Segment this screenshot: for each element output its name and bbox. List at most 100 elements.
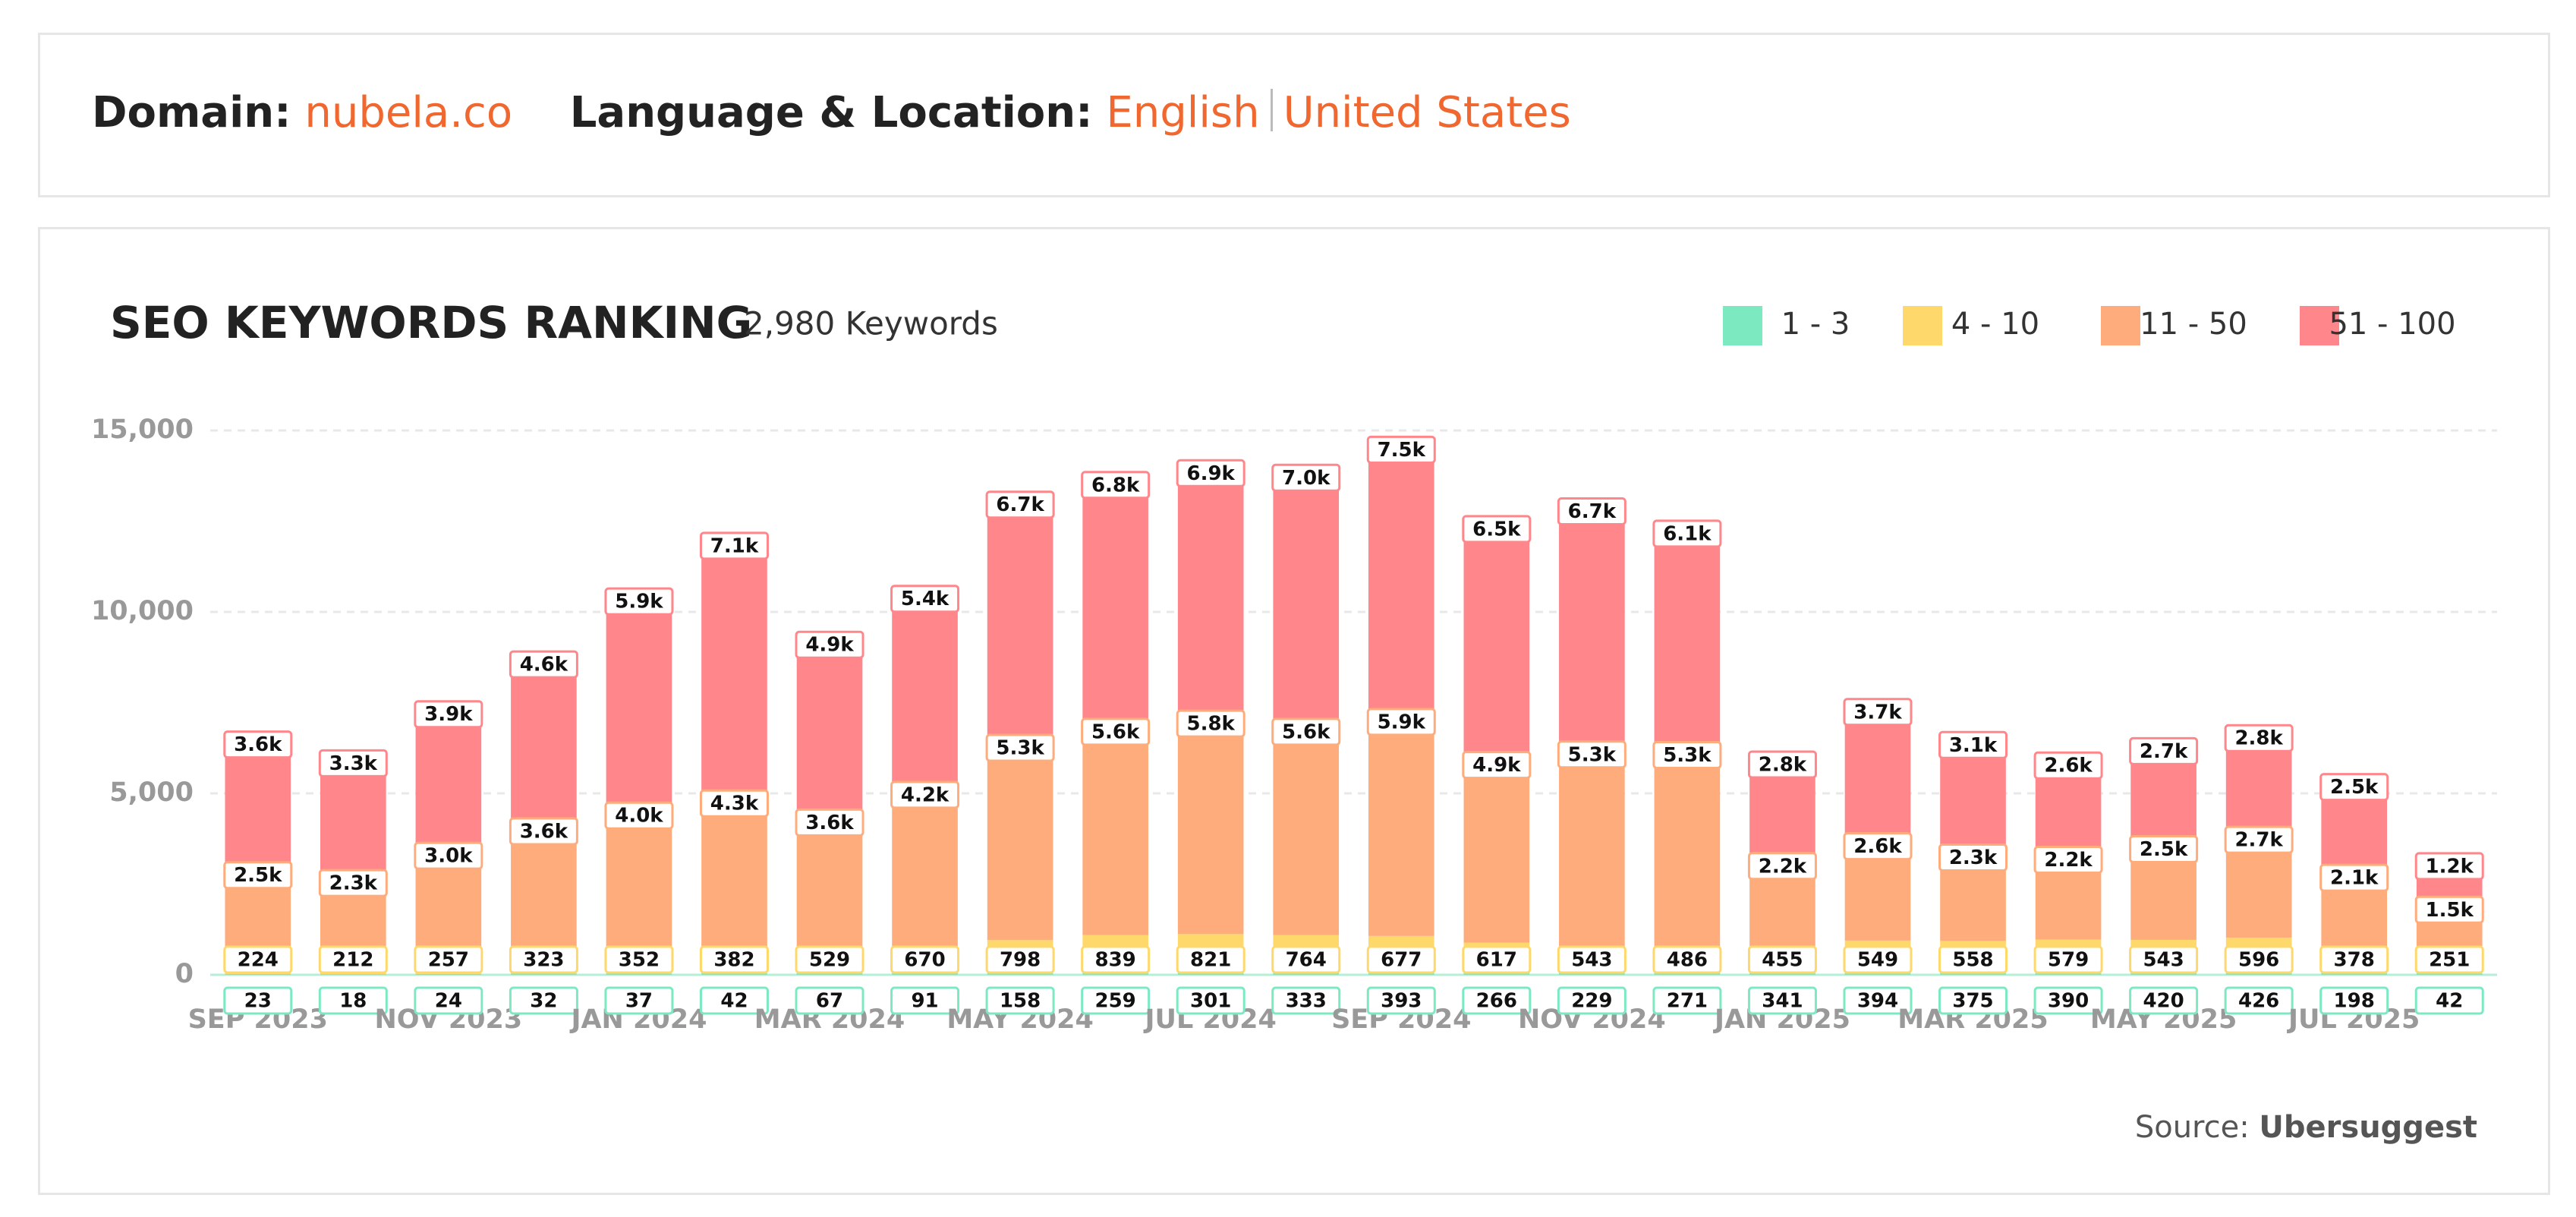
data-label-box [604,587,674,616]
data-label: 158 [1000,990,1041,1013]
source: Source: Ubersuggest [2135,1110,2477,1145]
data-label: 455 [1762,949,1803,972]
data-label-box [795,630,864,659]
data-label: 42 [2436,990,2463,1013]
data-label-box [318,945,388,974]
data-label: 2.5k [2330,776,2379,799]
data-label-box [2319,986,2389,1015]
data-label: 3.0k [424,845,473,868]
data-label-box [1652,945,1722,974]
bar-segment [1177,724,1244,935]
data-label-box [1843,698,1913,727]
bar-segment [796,822,863,954]
bar-segment [701,545,767,804]
separator [1270,89,1273,131]
bar-segment [606,815,672,961]
data-label: 3.9k [424,703,473,726]
data-label-box [1462,751,1532,780]
data-label: 2.2k [2044,849,2093,872]
data-label-box [2129,986,2199,1015]
data-label: 4.9k [1472,754,1521,777]
bar-segment [320,974,386,975]
data-label-box [699,789,769,818]
data-label: 2.3k [329,872,378,895]
data-label: 3.6k [520,820,568,843]
legend-label: 4 - 10 [1951,307,2039,342]
data-label-box [1938,730,2008,759]
bar-segment [1368,721,1434,936]
bar-segment [1463,765,1530,943]
data-label-box [890,986,960,1015]
data-label: 198 [2334,990,2375,1013]
data-label-box [1081,945,1151,974]
data-label: 382 [713,949,754,972]
data-label: 7.1k [710,534,759,557]
chart-subtitle: 2,980 Keywords [744,305,998,342]
bar-segment [606,973,672,975]
data-label: 393 [1381,990,1422,1013]
data-label: 529 [809,949,850,972]
data-label: 24 [435,990,462,1013]
data-label-box [890,780,960,809]
data-label-box [1557,945,1627,974]
bar-segment [2130,751,2197,850]
data-label-box [1747,986,1817,1015]
data-label: 3.3k [329,752,378,775]
data-label: 251 [2429,949,2470,972]
data-label: 5.9k [615,591,663,613]
data-label-box [1271,463,1341,492]
data-label-box [795,986,864,1015]
chart-title: SEO KEYWORDS RANKING [110,297,752,348]
data-label-box [795,945,864,974]
data-label: 2.8k [2234,727,2283,750]
data-label-box [1843,986,1913,1015]
data-label: 3.6k [805,812,854,834]
location: United States [1283,88,1571,137]
header-row: Domain: nubela.co Language & Location: E… [92,88,1571,137]
data-label-box [2224,986,2294,1015]
data-label: 212 [332,949,373,972]
data-label: 677 [1381,949,1422,972]
data-label: 378 [2334,949,2375,972]
data-label-box [509,817,578,846]
data-label-box [2033,945,2103,974]
data-label-box [2414,986,2484,1015]
bar-segment [225,973,291,975]
data-label-box [1652,986,1722,1015]
bar-segment [1082,484,1148,732]
data-label: 341 [1762,990,1803,1013]
data-label-box [1366,708,1436,736]
data-label-box [2129,736,2199,765]
data-label-box [1271,717,1341,746]
data-label: 1.2k [2426,855,2474,878]
data-label: 5.6k [1091,720,1140,743]
data-label-box [318,986,388,1015]
data-label: 23 [244,990,272,1013]
source-name: Ubersuggest [2259,1110,2477,1145]
legend-swatch [1903,306,1942,345]
location-label: Language & Location: [569,88,1093,137]
data-label-box [223,986,293,1015]
data-label-box [1081,471,1151,500]
data-label: 5.9k [1378,711,1426,733]
data-label-box [985,986,1055,1015]
bar-segment [1082,731,1148,935]
data-label: 2.6k [2044,755,2093,777]
data-label-box [509,945,578,974]
data-label-box [1938,843,2008,872]
data-label-box [2224,724,2294,752]
bar-segment [511,831,577,963]
legend-label: 1 - 3 [1781,307,1850,342]
bar-segment [892,794,958,947]
bar-segment [796,645,863,823]
data-label: 7.5k [1378,439,1426,462]
y-tick-label: 5,000 [109,777,194,808]
data-label: 2.2k [1759,855,1807,878]
data-label: 42 [720,990,748,1013]
data-label: 3.6k [234,733,282,756]
bar-segment [511,973,577,975]
data-label: 579 [2048,949,2089,972]
bar-segment [2035,765,2102,860]
bar-segment [1559,754,1625,947]
bar-segment [2130,849,2197,940]
